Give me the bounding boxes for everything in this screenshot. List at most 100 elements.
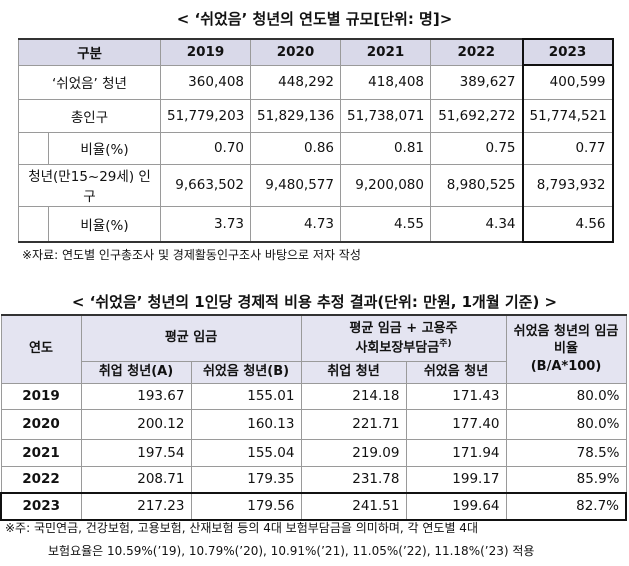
value-cell: 199.17	[405, 465, 507, 493]
table-row: 총인구 51,779,203 51,829,136 51,738,071 51,692,…	[18, 98, 614, 133]
value-cell: 0.70	[160, 131, 251, 165]
value-cell: 51,774,521	[521, 98, 614, 133]
value-cell: 241.51	[300, 491, 407, 521]
value-cell: 4.73	[250, 205, 341, 243]
header-cell: 2021	[340, 38, 431, 66]
header-cell: 평균 임금 + 고용주 사회보장부담금주)	[300, 314, 507, 362]
header-cell: 2023	[521, 38, 614, 66]
value-cell: 80.0%	[505, 408, 627, 440]
table-title: < ‘쉬었음’ 청년의 연도별 규모[단위: 명]>	[176, 10, 453, 28]
value-cell: 171.94	[405, 438, 507, 467]
indent-cell	[18, 132, 49, 164]
value-cell: 418,408	[340, 64, 431, 100]
row-label: 총인구	[18, 98, 161, 133]
header-cell: 구분	[18, 38, 161, 66]
table-row: 2021 197.54 155.04 219.09 171.94 78.5%	[0, 438, 627, 467]
table-row: 2023 217.23 179.56 241.51 199.64 82.7%	[0, 491, 628, 521]
value-cell: 51,779,203	[160, 98, 251, 133]
value-cell: 4.34	[430, 205, 523, 243]
row-label: 청년(만15~29세) 인구	[18, 163, 161, 207]
footnote: ※주: 국민연금, 건강보험, 고용보험, 산재보험 등의 4대 보험부담금을 …	[5, 521, 478, 535]
header-cell: 2019	[160, 38, 251, 66]
value-cell: 8,793,932	[521, 163, 614, 207]
year-cell: 2019	[0, 382, 82, 410]
value-cell: 389,627	[430, 64, 523, 100]
year-cell: 2021	[0, 438, 82, 467]
header-row: 구분 2019 2020 2021 2022 2023	[18, 38, 614, 66]
value-cell: 9,480,577	[250, 163, 341, 207]
value-cell: 4.56	[521, 205, 614, 243]
value-cell: 3.73	[160, 205, 251, 243]
value-cell: 0.75	[430, 131, 523, 165]
value-cell: 360,408	[160, 64, 251, 100]
value-cell: 221.71	[300, 408, 407, 440]
value-cell: 214.18	[300, 382, 407, 410]
value-cell: 9,200,080	[340, 163, 431, 207]
subheader-row: 취업 청년(A) 쉬었음 청년(B) 취업 청년 쉬었음 청년	[1, 360, 626, 384]
value-cell: 155.01	[190, 382, 302, 410]
value-cell: 160.13	[190, 408, 302, 440]
table-row: 2019 193.67 155.01 214.18 171.43 80.0%	[0, 382, 627, 410]
header-cell: 평균 임금	[80, 314, 302, 362]
value-cell: 177.40	[405, 408, 507, 440]
row-label: ‘쉬었음’ 청년	[18, 64, 161, 100]
value-cell: 219.09	[300, 438, 407, 467]
value-cell: 51,692,272	[430, 98, 523, 133]
header-line: 평균 임금 + 고용주	[349, 321, 458, 337]
size-table: 구분 2019 2020 2021 2022 2023 ‘쉬었음’ 청년 360,408 44…	[18, 38, 614, 243]
year-cell: 2020	[0, 408, 82, 440]
value-cell: 0.81	[340, 131, 431, 165]
row-label: 비율(%)	[48, 131, 161, 165]
source-note: ※자료: 연도별 인구총조사 및 경제활동인구조사 바탕으로 저자 작성	[22, 248, 361, 262]
table-row: 비율(%) 3.73 4.73 4.55 4.34 4.56	[18, 205, 614, 243]
value-cell: 8,980,525	[430, 163, 523, 207]
header-row: 연도 평균 임금 평균 임금 + 고용주 사회보장부담금주) 쉬었음 청년의 임…	[0, 314, 627, 384]
table-row: 비율(%) 0.70 0.86 0.81 0.75 0.77	[18, 131, 614, 165]
table-row: 2020 200.12 160.13 221.71 177.40 80.0%	[0, 408, 627, 440]
value-cell: 4.55	[340, 205, 431, 243]
header-cell: 2022	[430, 38, 523, 66]
year-cell: 2022	[0, 465, 82, 493]
value-cell: 171.43	[405, 382, 507, 410]
value-cell: 155.04	[190, 438, 302, 467]
subheader-cell: 쉬었음 청년(B)	[190, 360, 302, 384]
header-line: (B/A*100)	[530, 359, 602, 375]
value-cell: 193.67	[80, 382, 192, 410]
table-title: < ‘쉬었음’ 청년의 1인당 경제적 비용 추정 결과(단위: 만원, 1개월…	[71, 293, 558, 311]
header-cell: 쉬었음 청년의 임금 비율 (B/A*100)	[505, 314, 627, 384]
table-row: 2022 208.71 179.35 231.78 199.17 85.9%	[0, 465, 627, 493]
subheader-cell: 쉬었음 청년	[405, 360, 507, 384]
header-line: 사회보장부담금	[355, 339, 440, 355]
subheader-cell: 취업 청년	[300, 360, 407, 384]
indent-cell	[18, 206, 49, 242]
value-cell: 199.64	[405, 491, 507, 521]
header-line: 쉬었음 청년의 임금 비율	[513, 323, 619, 357]
table-row: ‘쉬었음’ 청년 360,408 448,292 418,408 389,627 400,…	[18, 64, 614, 100]
cost-table: 연도 평균 임금 평균 임금 + 고용주 사회보장부담금주) 쉬었음 청년의 임…	[0, 314, 628, 521]
value-cell: 217.23	[80, 491, 192, 521]
footnote: 보험요율은 10.59%(’19), 10.79%(’20), 10.91%(’…	[48, 544, 535, 558]
value-cell: 400,599	[521, 64, 614, 100]
value-cell: 0.86	[250, 131, 341, 165]
header-cell: 연도	[0, 314, 82, 384]
value-cell: 85.9%	[505, 465, 627, 493]
value-cell: 0.77	[521, 131, 614, 165]
value-cell: 80.0%	[505, 382, 627, 410]
value-cell: 200.12	[80, 408, 192, 440]
footnote-mark: 주)	[439, 338, 452, 349]
row-label: 비율(%)	[48, 205, 161, 243]
value-cell: 448,292	[250, 64, 341, 100]
value-cell: 82.7%	[505, 491, 628, 521]
value-cell: 231.78	[300, 465, 407, 493]
header-cell: 2020	[250, 38, 341, 66]
value-cell: 208.71	[80, 465, 192, 493]
value-cell: 179.35	[190, 465, 302, 493]
year-cell: 2023	[0, 491, 82, 521]
value-cell: 179.56	[190, 491, 302, 521]
value-cell: 197.54	[80, 438, 192, 467]
value-cell: 78.5%	[505, 438, 627, 467]
table-row: 청년(만15~29세) 인구 9,663,502 9,480,577 9,200,08…	[18, 163, 614, 207]
value-cell: 9,663,502	[160, 163, 251, 207]
value-cell: 51,829,136	[250, 98, 341, 133]
